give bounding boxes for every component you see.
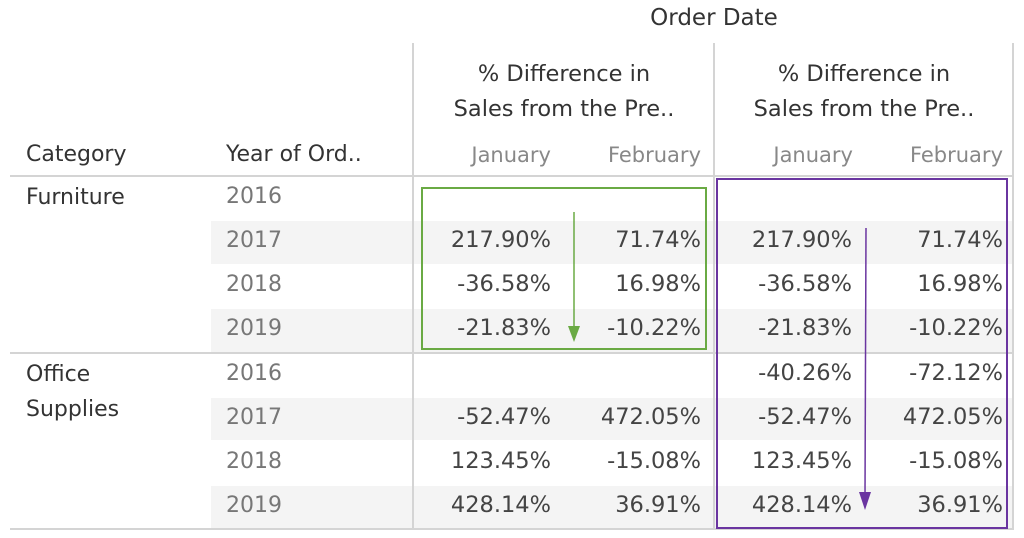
year-cell[interactable]: 2016 bbox=[226, 184, 282, 209]
value-cell[interactable]: -10.22% bbox=[607, 315, 701, 341]
value-cell[interactable]: 123.45% bbox=[450, 448, 551, 474]
measure-title-pane2: % Difference in Sales from the Pre.. bbox=[715, 57, 1013, 127]
value-cell[interactable]: 472.05% bbox=[600, 404, 701, 430]
category-label-line2: Supplies bbox=[26, 397, 120, 422]
value-cell[interactable]: 428.14% bbox=[751, 492, 852, 518]
year-cell[interactable]: 2017 bbox=[226, 405, 282, 430]
measure-title-pane1: % Difference in Sales from the Pre.. bbox=[414, 57, 714, 127]
value-cell[interactable]: 472.05% bbox=[902, 404, 1003, 430]
value-cell[interactable]: -72.12% bbox=[909, 360, 1003, 386]
year-cell[interactable]: 2019 bbox=[226, 493, 282, 518]
value-cell[interactable]: -21.83% bbox=[457, 315, 551, 341]
value-cell[interactable]: -52.47% bbox=[457, 404, 551, 430]
row-band bbox=[211, 486, 1014, 528]
month-header-january: January bbox=[773, 143, 853, 167]
month-header-february: February bbox=[607, 143, 701, 167]
value-cell[interactable]: -36.58% bbox=[758, 271, 852, 297]
row-band bbox=[211, 309, 1014, 352]
value-cell[interactable]: -52.47% bbox=[758, 404, 852, 430]
value-cell[interactable]: 217.90% bbox=[751, 227, 852, 253]
measure-title-line1: % Difference in bbox=[777, 61, 951, 87]
value-cell[interactable]: 428.14% bbox=[450, 492, 551, 518]
purple-highlight-box bbox=[716, 178, 1008, 529]
value-cell[interactable]: 36.91% bbox=[917, 492, 1003, 518]
value-cell[interactable]: -10.22% bbox=[909, 315, 1003, 341]
table-bottom-border bbox=[10, 528, 1014, 530]
value-cell[interactable]: -15.08% bbox=[909, 448, 1003, 474]
year-cell[interactable]: 2018 bbox=[226, 272, 282, 297]
value-cell[interactable]: -21.83% bbox=[758, 315, 852, 341]
year-cell[interactable]: 2018 bbox=[226, 449, 282, 474]
value-cell[interactable]: 16.98% bbox=[615, 271, 701, 297]
green-down-arrow-icon bbox=[568, 212, 580, 342]
row-header-category[interactable]: Category bbox=[26, 142, 127, 167]
value-cell[interactable]: 71.74% bbox=[917, 227, 1003, 253]
value-cell[interactable]: 16.98% bbox=[917, 271, 1003, 297]
category-label-line1: Office bbox=[26, 362, 91, 387]
green-highlight-box bbox=[421, 187, 707, 350]
header-divider bbox=[10, 175, 1014, 177]
category-divider bbox=[10, 352, 1014, 354]
row-header-year[interactable]: Year of Ord.. bbox=[226, 142, 362, 167]
category-office-supplies[interactable]: Office Supplies bbox=[26, 357, 119, 427]
row-band bbox=[211, 398, 1014, 440]
year-cell[interactable]: 2016 bbox=[226, 361, 282, 386]
measure-title-line2: Sales from the Pre.. bbox=[453, 96, 675, 122]
year-cell[interactable]: 2017 bbox=[226, 228, 282, 253]
value-cell[interactable]: -36.58% bbox=[457, 271, 551, 297]
value-cell[interactable]: 36.91% bbox=[615, 492, 701, 518]
purple-down-arrow-icon bbox=[859, 228, 871, 510]
month-header-january: January bbox=[471, 143, 551, 167]
value-cell[interactable]: 123.45% bbox=[751, 448, 852, 474]
category-furniture[interactable]: Furniture bbox=[26, 185, 125, 210]
value-cell[interactable]: 217.90% bbox=[450, 227, 551, 253]
value-cell[interactable]: -40.26% bbox=[758, 360, 852, 386]
value-cell[interactable]: 71.74% bbox=[615, 227, 701, 253]
measure-title-line2: Sales from the Pre.. bbox=[753, 96, 975, 122]
month-header-february: February bbox=[909, 143, 1003, 167]
value-cell[interactable]: -15.08% bbox=[607, 448, 701, 474]
year-cell[interactable]: 2019 bbox=[226, 316, 282, 341]
row-band bbox=[211, 221, 1014, 264]
column-group-title: Order Date bbox=[650, 5, 778, 31]
measure-title-line1: % Difference in bbox=[477, 61, 651, 87]
